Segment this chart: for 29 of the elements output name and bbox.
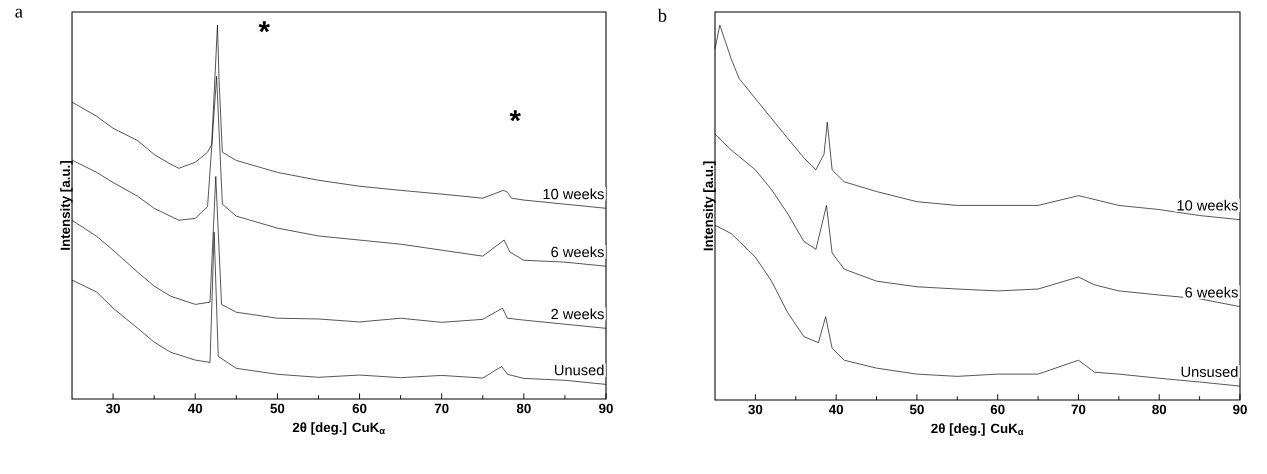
y-axis-title: Intensity [a.u.] <box>703 161 716 251</box>
x-tick-label: 40 <box>188 403 203 414</box>
x-tick-label: 40 <box>828 404 844 415</box>
series-label: 2 weeks <box>551 308 604 320</box>
x-tick-label: 80 <box>1152 404 1167 415</box>
series-label: Unused <box>554 364 604 376</box>
x-tick-label: 30 <box>105 403 120 414</box>
x-tick-label: 80 <box>516 403 531 414</box>
y-axis-title: Intensity [a.u.] <box>60 161 73 250</box>
annotation: * <box>258 21 270 33</box>
series-label: 10 weeks <box>543 188 604 200</box>
series-label: Unsused <box>1181 366 1238 378</box>
series-label: 6 weeks <box>551 246 604 258</box>
x-tick-label: 50 <box>909 404 924 415</box>
x-axis-title: 2θ [deg.] CuK$_{α}$ <box>931 423 1024 436</box>
x-tick-label: 90 <box>1233 404 1247 415</box>
chart-title: b <box>657 8 667 22</box>
x-tick-label: 90 <box>599 403 613 414</box>
series-label: 6 weeks <box>1185 286 1238 298</box>
x-axis-title: 2θ [deg.] CuK$_{α}$ <box>292 422 385 435</box>
x-tick-label: 60 <box>352 403 367 414</box>
x-tick-label: 70 <box>434 403 449 414</box>
x-tick-label: 70 <box>1071 404 1086 415</box>
x-tick-label: 30 <box>748 404 763 415</box>
annotation: * <box>509 110 521 122</box>
series-label: 10 weeks <box>1177 199 1238 211</box>
x-tick-label: 50 <box>270 403 285 414</box>
x-tick-label: 60 <box>990 404 1005 415</box>
chart-title: a <box>15 8 23 18</box>
